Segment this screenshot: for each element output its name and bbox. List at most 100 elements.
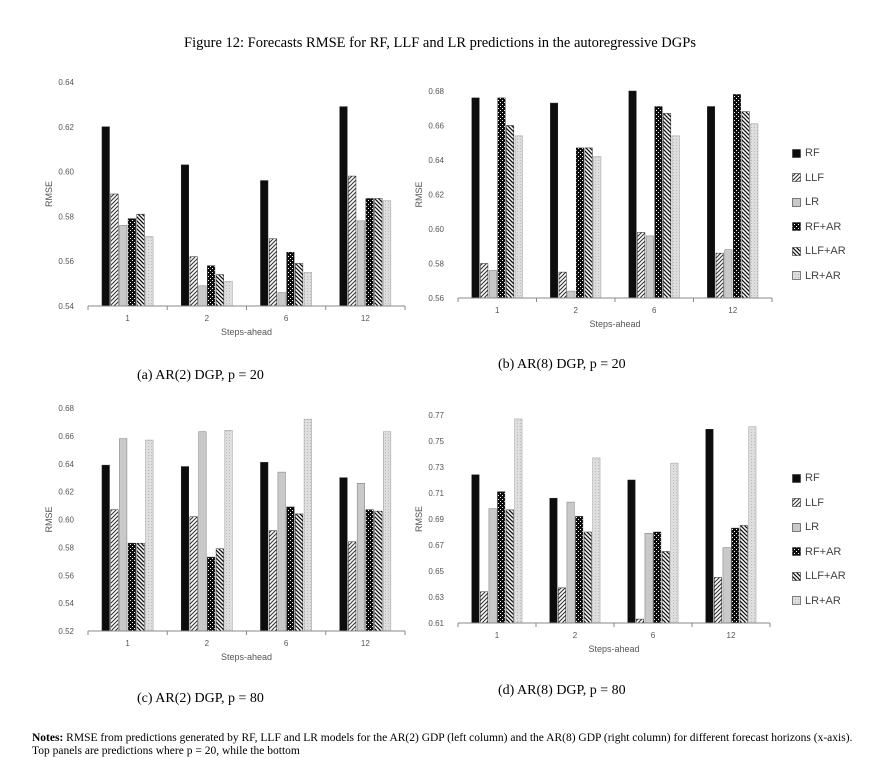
legend-swatch [792, 148, 801, 158]
y-tick-label: 0.68 [58, 404, 74, 413]
y-tick-label: 0.56 [58, 571, 74, 580]
bar-llf-ar [136, 213, 145, 307]
bar-llf-ar [506, 125, 515, 299]
y-tick-label: 0.58 [58, 543, 74, 552]
bar-llf [636, 618, 644, 624]
bar-rf-ar [653, 531, 662, 624]
bar-llf [268, 238, 277, 307]
legend-swatch [792, 522, 801, 532]
bar-lr-ar [748, 426, 757, 624]
bar-rf [101, 126, 110, 307]
bar-llf [637, 232, 646, 299]
bar-rf-ar [286, 506, 295, 632]
legend-item-rf: RF [792, 466, 846, 491]
bar-rf-ar [576, 147, 584, 299]
legend-label: RF+AR [805, 220, 842, 233]
y-tick-label: 0.66 [428, 122, 444, 131]
x-axis-label: Steps-ahead [221, 327, 272, 337]
legend-swatch [792, 498, 801, 508]
bar-rf [180, 164, 189, 307]
bar-llf [189, 516, 198, 632]
bar-rf [471, 474, 480, 624]
y-tick-label: 0.62 [58, 488, 74, 497]
bar-lr-ar [593, 156, 602, 299]
x-tick-label: 12 [727, 631, 736, 640]
legend-item-llf-ar: LLF+AR [792, 564, 846, 589]
legend-swatch [792, 246, 801, 256]
bar-rf-ar [575, 516, 584, 624]
y-tick-label: 0.64 [58, 460, 74, 469]
legend-item-rf: RF [792, 141, 846, 166]
bar-lr [566, 501, 575, 624]
y-tick-label: 0.60 [58, 516, 74, 525]
x-tick-label: 12 [728, 306, 737, 315]
bar-llf [714, 577, 722, 624]
bar-llf-ar [584, 147, 593, 299]
bar-rf-ar [731, 527, 740, 624]
y-tick-label: 0.65 [428, 567, 444, 576]
legend-swatch [792, 173, 801, 183]
legend-label: LR+AR [805, 269, 841, 282]
x-tick-label: 1 [495, 631, 500, 640]
legend-item-lr: LR [792, 190, 846, 215]
bar-rf [705, 429, 714, 624]
y-tick-label: 0.67 [428, 541, 444, 550]
legend-item-lr-ar: LR+AR [792, 264, 846, 289]
bar-rf [260, 462, 269, 632]
x-tick-label: 1 [495, 306, 500, 315]
bar-rf-ar [654, 106, 663, 299]
y-tick-label: 0.73 [428, 463, 444, 472]
bar-llf [480, 591, 488, 624]
legend-label: LLF+AR [805, 245, 846, 258]
bar-lr [644, 533, 653, 624]
y-tick-label: 0.56 [58, 257, 74, 266]
bar-lr [724, 249, 733, 299]
bar-llf-ar [374, 198, 383, 307]
y-tick-label: 0.62 [58, 123, 74, 132]
y-tick-label: 0.60 [428, 225, 444, 234]
legend-swatch [792, 547, 801, 557]
legend-label: LLF [805, 496, 824, 509]
chart-panel-d: 0.61 0.63 0.65 0.67 0.69 0.71 0.73 0.75 0.77 RMSE… [414, 411, 771, 654]
legend-swatch [792, 596, 801, 606]
bar-rf [101, 464, 110, 632]
y-tick-label: 0.71 [428, 489, 444, 498]
bar-llf-ar [295, 263, 304, 307]
y-tick-label: 0.64 [58, 78, 74, 87]
bar-lr-ar [145, 236, 154, 307]
y-tick-label: 0.52 [58, 627, 74, 636]
y-tick-label: 0.77 [428, 411, 444, 420]
notes: Notes: RMSE from predictions generated b… [32, 732, 862, 758]
y-tick-label: 0.56 [428, 294, 444, 303]
bar-lr [356, 483, 365, 632]
x-axis-label: Steps-ahead [589, 319, 640, 329]
legend-label: RF+AR [805, 545, 842, 558]
bar-llf [348, 541, 357, 632]
bar-llf-ar [583, 531, 592, 624]
y-tick-label: 0.75 [428, 437, 444, 446]
caption-panel-c: (c) AR(2) DGP, p = 80 [137, 691, 264, 706]
bar-rf-ar [733, 94, 741, 299]
y-axis-label: RMSE [414, 181, 424, 207]
bar-lr [722, 547, 731, 624]
bar-rf [550, 102, 559, 299]
notes-label: Notes: [32, 732, 64, 744]
bar-llf-ar [741, 111, 750, 299]
y-axis-label: RMSE [44, 506, 54, 532]
y-axis-label: RMSE [414, 506, 424, 532]
legend-label: LR+AR [805, 594, 841, 607]
bar-lr-ar [514, 135, 523, 299]
chart-panel-c: 0.52 0.54 0.56 0.58 0.60 0.62 0.64 0.66 0.68 RMSE… [44, 404, 406, 662]
x-tick-label: 12 [361, 639, 370, 648]
bar-lr [567, 290, 576, 299]
bar-lr [119, 438, 128, 632]
bar-rf [339, 106, 348, 307]
bar-rf [627, 479, 636, 624]
bar-rf [707, 106, 716, 299]
bar-lr [277, 471, 286, 632]
bar-llf-ar [663, 113, 672, 299]
bar-rf [260, 180, 269, 307]
caption-panel-b: (b) AR(8) DGP, p = 20 [498, 357, 626, 372]
legend-item-llf: LLF [792, 491, 846, 516]
